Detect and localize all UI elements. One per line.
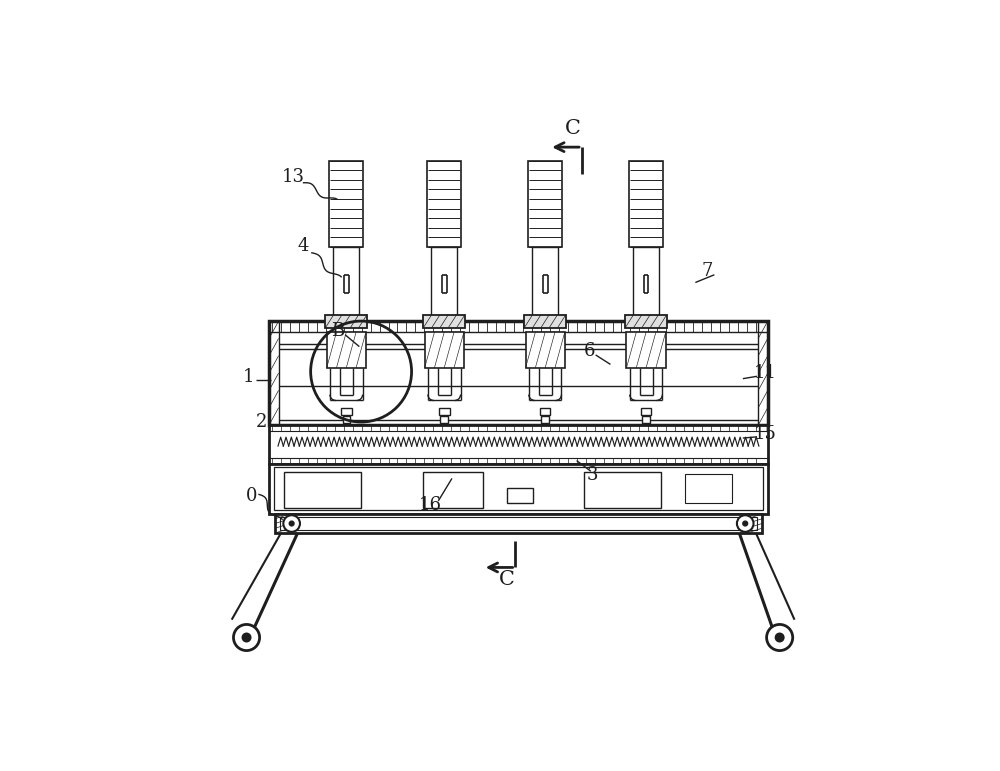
Text: 16: 16 — [419, 496, 442, 514]
Bar — [333, 247, 359, 321]
Bar — [625, 315, 667, 328]
Bar — [532, 247, 558, 321]
Bar — [275, 514, 762, 533]
Bar — [274, 467, 763, 510]
Circle shape — [743, 521, 748, 526]
Bar — [524, 315, 566, 328]
Circle shape — [242, 633, 251, 641]
Text: 7: 7 — [702, 261, 713, 280]
Bar — [269, 321, 279, 425]
Bar — [280, 517, 757, 530]
Bar — [327, 332, 366, 368]
Bar — [528, 161, 562, 247]
Bar — [685, 473, 732, 503]
Bar — [439, 408, 450, 415]
Text: 2: 2 — [256, 413, 268, 431]
Text: 15: 15 — [753, 425, 776, 443]
Bar — [329, 161, 363, 247]
Bar — [269, 425, 768, 431]
Bar — [641, 408, 651, 415]
Bar — [269, 321, 768, 425]
Circle shape — [775, 633, 784, 641]
Bar — [440, 416, 448, 423]
Text: 11: 11 — [753, 364, 776, 382]
Text: 0: 0 — [246, 487, 257, 505]
Text: 3: 3 — [587, 466, 598, 484]
Bar — [584, 473, 661, 508]
Bar — [626, 332, 666, 368]
Bar — [541, 416, 549, 423]
Circle shape — [289, 521, 294, 526]
Bar — [427, 161, 461, 247]
Bar — [507, 489, 533, 503]
Bar — [269, 463, 768, 514]
Circle shape — [767, 625, 793, 651]
Bar — [425, 332, 464, 368]
Bar — [341, 408, 352, 415]
Bar — [642, 416, 650, 423]
Bar — [633, 247, 659, 321]
Bar — [325, 315, 367, 328]
Circle shape — [737, 515, 754, 532]
Bar — [431, 247, 457, 321]
Bar — [269, 321, 768, 332]
Bar — [269, 425, 768, 463]
Circle shape — [233, 625, 260, 651]
Bar — [343, 416, 350, 423]
Bar — [526, 332, 565, 368]
Text: 6: 6 — [584, 342, 595, 360]
Bar — [629, 161, 663, 247]
Text: 1: 1 — [243, 369, 254, 386]
Bar — [284, 473, 361, 508]
Bar — [269, 458, 768, 463]
Text: 4: 4 — [298, 237, 309, 254]
Circle shape — [283, 515, 300, 532]
Bar — [758, 321, 768, 425]
Bar — [540, 408, 550, 415]
Text: C: C — [565, 119, 581, 138]
Bar — [423, 473, 483, 508]
Text: 13: 13 — [281, 168, 304, 186]
Text: B: B — [331, 322, 344, 340]
Text: C: C — [499, 571, 515, 589]
Bar — [423, 315, 465, 328]
